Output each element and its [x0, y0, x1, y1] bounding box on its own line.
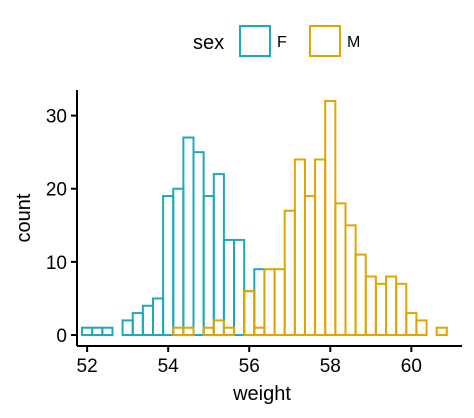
legend-title: sex [193, 32, 224, 54]
histogram-bar-m [182, 326, 195, 337]
histogram-bar-f [222, 238, 236, 337]
histogram-bar-m [202, 326, 215, 337]
histogram-bar-m [354, 253, 367, 337]
histogram-bar-m [324, 99, 337, 337]
y-tick-label: 20 [46, 180, 67, 201]
y-tick-label: 30 [46, 107, 67, 128]
histogram-bar-m [283, 209, 296, 337]
x-tick-label: 54 [158, 356, 180, 377]
histogram-bar-m [253, 326, 266, 337]
histogram-bar-m [303, 195, 317, 337]
x-tick-label: 56 [239, 356, 260, 377]
histogram-bar-f [81, 326, 94, 337]
histogram-bar-m [435, 326, 448, 337]
legend-key-m [309, 25, 341, 57]
y-axis-title: count [13, 193, 35, 242]
x-axis-title: weight [232, 383, 291, 405]
axes: 52 54 56 58 60 0 10 20 30 [46, 90, 462, 377]
histogram-bar-f [141, 304, 154, 337]
histogram-bar-m [243, 290, 256, 337]
histogram-bar-m [344, 224, 357, 337]
histogram-bar-f [182, 136, 195, 337]
histogram-bar-m [374, 282, 388, 337]
histogram-bar-m [395, 282, 408, 337]
histogram-bar-f [121, 319, 134, 337]
y-tick-label: 10 [46, 253, 67, 274]
series-m-bars [172, 99, 448, 337]
histogram-bar-m [314, 158, 327, 337]
histogram-bar-f [151, 297, 165, 337]
histogram-bar-m [263, 268, 276, 337]
histogram-bar-f [253, 268, 266, 337]
histogram-bar-f [91, 326, 104, 337]
histogram-bar-f [212, 173, 225, 337]
histogram-bar-f [233, 238, 246, 337]
histogram-bar-m [212, 319, 225, 337]
histogram-bar-m [222, 326, 236, 337]
histogram-bar-f [101, 326, 114, 337]
histogram-bar-m [293, 158, 306, 337]
histogram-bar-m [364, 275, 377, 337]
histogram-bar-f [131, 312, 144, 337]
histogram-bar-f [162, 195, 175, 337]
legend-label-m: M [347, 34, 360, 51]
x-tick-label: 60 [401, 356, 422, 377]
histogram-bar-m [385, 275, 398, 337]
histogram-bar-f [172, 187, 185, 337]
series-f-bars [81, 136, 266, 337]
legend-key-f [239, 25, 271, 57]
histogram-bar-m [172, 326, 185, 337]
histogram-bar-f [243, 290, 256, 337]
x-tick-label: 52 [77, 356, 98, 377]
x-tick-label: 58 [320, 356, 341, 377]
histogram-bar-m [334, 202, 347, 337]
y-tick-label: 0 [56, 326, 67, 347]
legend-label-f: F [277, 34, 287, 51]
histogram-bar-m [273, 268, 286, 337]
histogram-bar-m [415, 319, 428, 337]
legend: sex F M [193, 25, 360, 57]
histogram-bar-f [202, 195, 215, 337]
histogram-bar-f [192, 151, 205, 337]
histogram-bar-m [405, 312, 418, 337]
